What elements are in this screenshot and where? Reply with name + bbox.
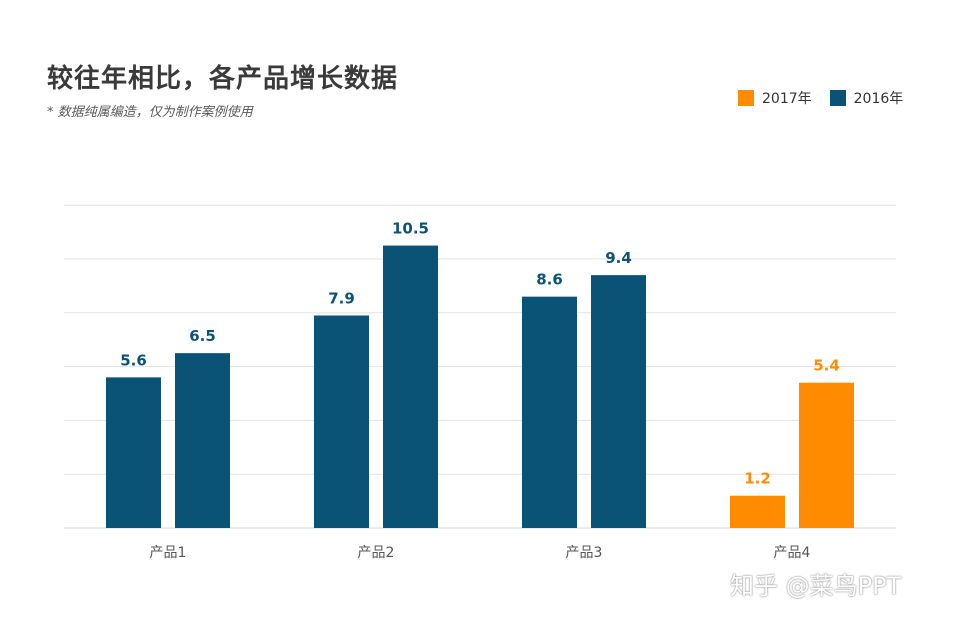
chart-title: 较往年相比，各产品增长数据 — [47, 64, 399, 94]
watermark-text: 知乎 @菜鸟PPT — [730, 572, 902, 600]
data-label: 5.4 — [813, 357, 840, 375]
data-label: 9.4 — [605, 249, 632, 267]
x-tick-label: 产品2 — [358, 545, 395, 561]
bar — [383, 245, 438, 529]
legend-swatch-2016 — [829, 90, 846, 106]
legend-item-2016: 2016年 — [829, 88, 904, 108]
x-tick-label: 产品1 — [150, 545, 187, 561]
x-tick-label: 产品3 — [566, 545, 603, 561]
legend-swatch-2017 — [738, 90, 754, 106]
data-label: 10.5 — [392, 220, 429, 238]
data-label: 8.6 — [536, 271, 563, 289]
bar — [799, 382, 854, 528]
chart-legend: 2017年 2016年 — [738, 88, 903, 108]
x-tick-label: 产品4 — [774, 545, 811, 561]
legend-label-2016: 2016年 — [853, 91, 904, 107]
chart-subtitle: * 数据纯属编造，仅为制作案例使用 — [47, 105, 253, 120]
bar — [591, 275, 646, 528]
bar — [106, 377, 161, 528]
legend-label-2017: 2017年 — [762, 91, 812, 107]
data-label: 1.2 — [744, 470, 771, 488]
bar — [730, 495, 785, 528]
bar — [314, 315, 369, 528]
data-label: 5.6 — [120, 351, 147, 369]
bar — [522, 296, 577, 528]
bar — [175, 353, 230, 528]
data-label: 6.5 — [189, 327, 216, 345]
legend-item-2017: 2017年 — [738, 88, 812, 108]
data-label: 7.9 — [328, 289, 355, 307]
